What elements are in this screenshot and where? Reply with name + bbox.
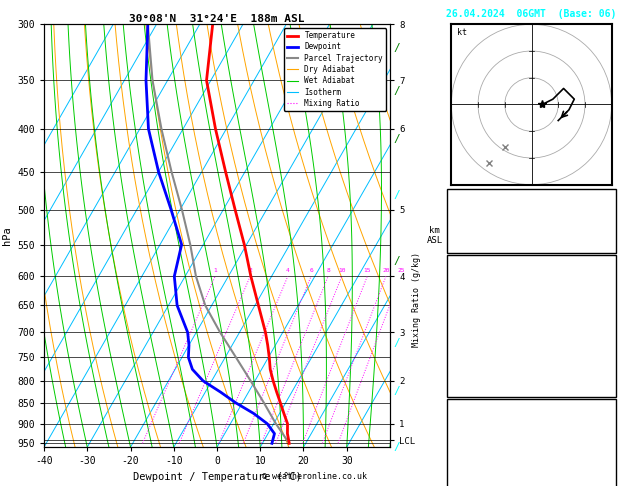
Text: /: /	[393, 134, 400, 144]
Text: 25: 25	[397, 268, 404, 273]
Text: kt: kt	[457, 28, 467, 37]
Text: 4: 4	[608, 336, 613, 345]
Text: Pressure (mb): Pressure (mb)	[452, 422, 521, 431]
Legend: Temperature, Dewpoint, Parcel Trajectory, Dry Adiabat, Wet Adiabat, Isotherm, Mi: Temperature, Dewpoint, Parcel Trajectory…	[284, 28, 386, 111]
Text: Totals Totals: Totals Totals	[452, 211, 521, 220]
Text: Most Unstable: Most Unstable	[496, 402, 567, 412]
Text: 0: 0	[608, 355, 613, 364]
Text: Lifted Index: Lifted Index	[452, 336, 516, 345]
Text: /: /	[393, 338, 400, 347]
Text: CAPE (J): CAPE (J)	[452, 355, 494, 364]
Text: 8: 8	[326, 268, 330, 273]
X-axis label: Dewpoint / Temperature (°C): Dewpoint / Temperature (°C)	[133, 472, 301, 482]
Text: θᴇ (K): θᴇ (K)	[452, 441, 484, 451]
Text: Dewp (°C): Dewp (°C)	[452, 297, 500, 306]
Text: Surface: Surface	[513, 258, 550, 267]
Text: /: /	[393, 442, 400, 452]
Text: θᴇ(K): θᴇ(K)	[452, 316, 479, 326]
Text: 12.2: 12.2	[592, 297, 613, 306]
Text: /: /	[393, 386, 400, 396]
Text: 0: 0	[608, 461, 613, 470]
Text: /: /	[393, 43, 400, 53]
Text: 4: 4	[286, 268, 290, 273]
Text: 9: 9	[608, 191, 613, 201]
Text: 6: 6	[309, 268, 313, 273]
Text: Temp (°C): Temp (°C)	[452, 278, 500, 287]
Text: CAPE (J): CAPE (J)	[452, 480, 494, 486]
Text: 800: 800	[597, 422, 613, 431]
Text: 0: 0	[608, 375, 613, 384]
Text: /: /	[393, 257, 400, 266]
Text: 20: 20	[382, 268, 390, 273]
Text: © weatheronline.co.uk: © weatheronline.co.uk	[262, 472, 367, 481]
Text: 41: 41	[603, 211, 613, 220]
Text: 10: 10	[338, 268, 345, 273]
Text: Lifted Index: Lifted Index	[452, 461, 516, 470]
Text: K: K	[452, 191, 457, 201]
Text: 1: 1	[213, 268, 217, 273]
Title: 30°08'N  31°24'E  188m ASL: 30°08'N 31°24'E 188m ASL	[129, 14, 305, 23]
Text: 26.04.2024  06GMT  (Base: 06): 26.04.2024 06GMT (Base: 06)	[447, 9, 616, 19]
Y-axis label: hPa: hPa	[2, 226, 12, 245]
Text: /: /	[393, 190, 400, 200]
Text: CIN (J): CIN (J)	[452, 375, 489, 384]
Text: 322: 322	[597, 441, 613, 451]
Text: 2: 2	[248, 268, 252, 273]
Text: PW (cm): PW (cm)	[452, 230, 489, 240]
Text: 1.7: 1.7	[597, 230, 613, 240]
Text: 316: 316	[597, 316, 613, 326]
Text: 0: 0	[608, 480, 613, 486]
Text: Mixing Ratio (g/kg): Mixing Ratio (g/kg)	[412, 252, 421, 347]
Text: 16.2: 16.2	[592, 278, 613, 287]
Y-axis label: km
ASL: km ASL	[426, 226, 443, 245]
Text: /: /	[393, 86, 400, 96]
Text: 15: 15	[364, 268, 371, 273]
